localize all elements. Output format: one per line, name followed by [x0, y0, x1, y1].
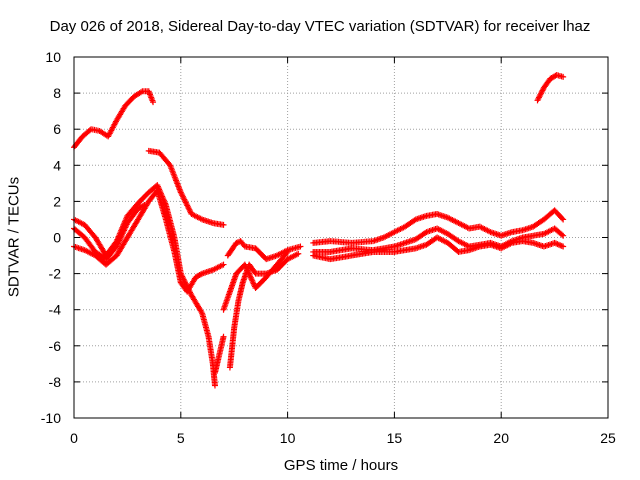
x-tick-label: 15: [387, 430, 403, 446]
y-tick-label: -8: [49, 374, 62, 390]
series-arc-m: [535, 72, 567, 103]
y-tick-label: 8: [53, 85, 61, 101]
x-tick-label: 5: [177, 430, 185, 446]
series-arc-e: [71, 188, 227, 295]
x-tick-label: 10: [280, 430, 296, 446]
series-arc-c: [71, 182, 218, 388]
series-arc-f: [71, 202, 147, 262]
x-axis-label: GPS time / hours: [74, 457, 608, 474]
y-tick-label: 4: [53, 157, 61, 173]
y-tick-label: 0: [53, 230, 61, 246]
y-tick-label: 6: [53, 121, 61, 137]
chart-title: Day 026 of 2018, Sidereal Day-to-day VTE…: [0, 18, 640, 35]
series-arc-i: [221, 249, 291, 313]
y-tick-label: -6: [49, 338, 62, 354]
chart-canvas: 0 5 10 15 20 25 -10 -8 -6 -4 -2 0 2 4 6 8 10: [0, 0, 640, 480]
y-axis-label: SDTVAR / TECUs: [6, 177, 23, 297]
x-tick-label: 0: [70, 430, 78, 446]
x-tick-label: 20: [493, 430, 509, 446]
axis-ticks: 0 5 10 15 20 25 -10 -8 -6 -4 -2 0 2 4 6 8 10: [41, 49, 616, 446]
y-tick-label: -4: [49, 302, 62, 318]
y-tick-label: -10: [41, 410, 61, 426]
data-points: [71, 72, 566, 388]
series-arc-a: [71, 88, 156, 150]
x-tick-label: 25: [600, 430, 616, 446]
y-tick-label: 2: [53, 193, 61, 209]
y-tick-label: -2: [49, 266, 62, 282]
y-tick-label: 10: [45, 49, 61, 65]
